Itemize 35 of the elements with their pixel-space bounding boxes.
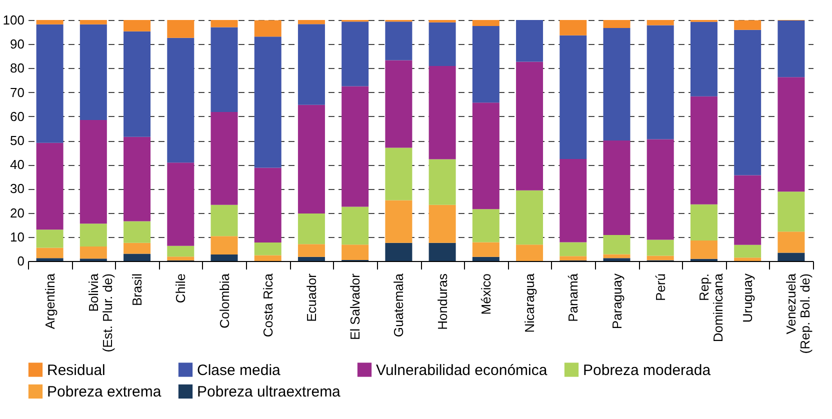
x-tick-label: Venezuela (Rep. Bol. de)	[784, 272, 813, 354]
x-tick-label: Panamá	[566, 272, 581, 322]
y-tick-label: 80	[10, 60, 24, 76]
x-tick-label: Paraguay	[609, 273, 624, 330]
legend-label: Pobreza ultraextrema	[197, 384, 342, 400]
legend-label: Pobreza moderada	[583, 362, 712, 379]
x-tick-label: Argentina	[42, 272, 58, 330]
y-tick-label: 70	[10, 84, 24, 100]
y-tick-label: 20	[10, 205, 24, 220]
x-tick-label: Perú	[652, 274, 668, 301]
x-tick-label: Honduras	[434, 273, 450, 330]
y-tick-label: 90	[10, 36, 24, 52]
x-tick-label: Uruguay	[740, 273, 756, 323]
x-tick-label: Rep. Dominicana	[696, 272, 726, 342]
x-tick-label: Chile	[173, 274, 188, 304]
x-tick-label: Ecuador	[304, 272, 319, 322]
legend-label: Pobreza extrema	[47, 384, 162, 400]
x-tick-label: Brasil	[130, 273, 145, 306]
y-tick-label: 50	[10, 133, 24, 148]
y-tick-label: 60	[10, 108, 24, 124]
y-tick-label: 0	[17, 254, 24, 268]
y-tick-label: 10	[10, 229, 24, 244]
x-tick-label: El Salvador	[348, 272, 363, 340]
x-tick-label: Costa Rica	[260, 272, 276, 338]
y-tick-label: 40	[10, 157, 24, 172]
x-tick-label: Guatemala	[391, 272, 406, 338]
x-tick-label: Bolivia (Est. Plur. de)	[86, 272, 115, 352]
y-tick-label: 100	[2, 12, 24, 28]
legend-label: Vulnerabilidad económica	[376, 362, 548, 379]
legend-label: Residual	[47, 362, 106, 379]
x-tick-label: Nicaragua	[522, 272, 538, 333]
legend-label: Clase media	[197, 362, 282, 379]
x-tick-label: Colombia	[216, 272, 232, 328]
y-tick-label: 30	[10, 181, 24, 196]
x-tick-label: México	[478, 274, 494, 315]
